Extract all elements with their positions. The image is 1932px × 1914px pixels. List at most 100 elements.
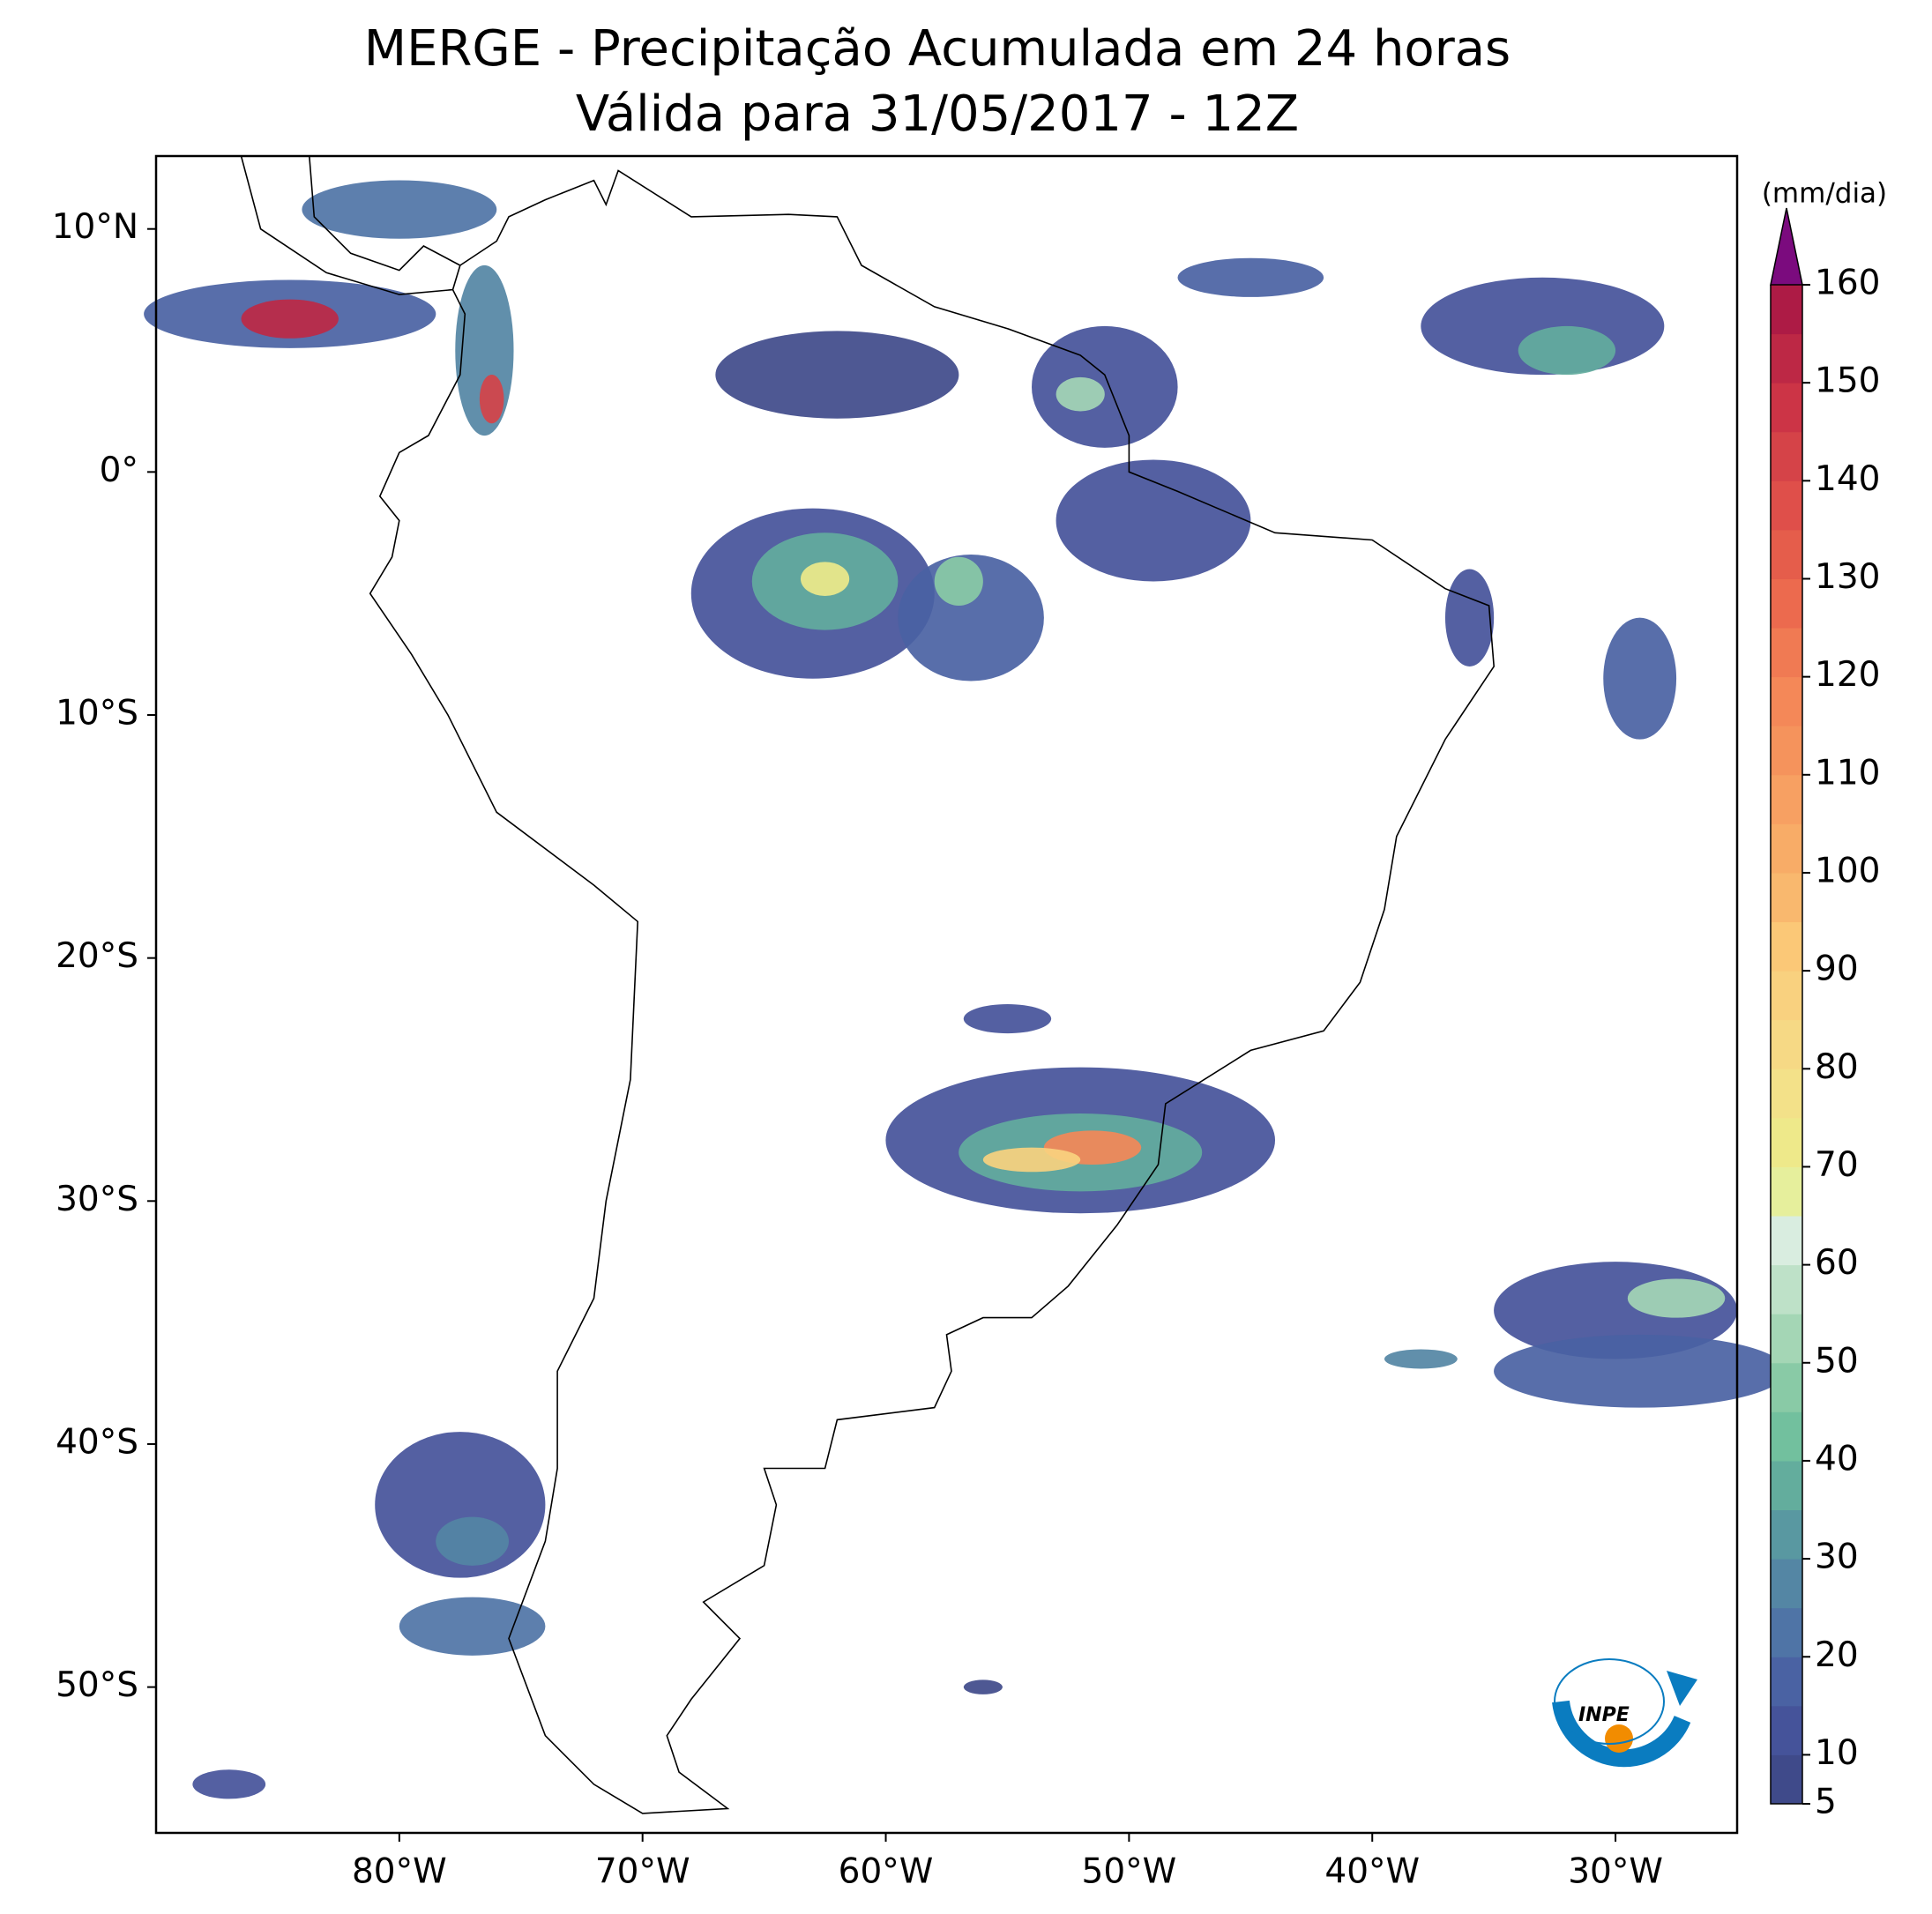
- x-tick-label: 60°W: [839, 1852, 934, 1892]
- logo-text: INPE: [1578, 1704, 1630, 1726]
- colorbar-segment: [1771, 628, 1802, 678]
- rain-area: [1056, 459, 1251, 582]
- rain-area: [1177, 257, 1324, 297]
- colorbar-tick-label: 10: [1815, 1733, 1859, 1773]
- colorbar-segment: [1771, 285, 1802, 335]
- colorbar-segment: [1771, 1117, 1802, 1167]
- colorbar-segment: [1771, 774, 1802, 824]
- logo-dot: [1605, 1724, 1633, 1753]
- rain-area: [715, 331, 959, 419]
- central-america: [309, 155, 461, 272]
- colorbar-segment: [1771, 971, 1802, 1021]
- rain-area: [800, 562, 850, 596]
- colorbar-segment: [1771, 1019, 1802, 1069]
- x-tick-label: 70°W: [595, 1852, 690, 1892]
- rain-area: [963, 1004, 1052, 1034]
- colorbar-tick-label: 110: [1815, 753, 1880, 793]
- y-tick-label: 10°S: [56, 694, 138, 734]
- colorbar-tick-label: 5: [1815, 1783, 1837, 1822]
- title: MERGE - Precipitação Acumulada em 24 hor…: [364, 20, 1511, 78]
- rain-area: [1627, 1278, 1726, 1318]
- rain-area: [1444, 569, 1495, 667]
- x-tick-label: 40°W: [1324, 1852, 1420, 1892]
- colorbar-segment: [1771, 1705, 1802, 1755]
- south-america: [369, 169, 1496, 1814]
- rain-area: [1032, 325, 1178, 448]
- subtitle: Válida para 31/05/2017 - 12Z: [576, 86, 1299, 143]
- rain-area: [1603, 617, 1677, 740]
- map-frame: [154, 154, 1739, 1835]
- colorbar-tick-label: 80: [1815, 1047, 1859, 1087]
- colorbar-tick-label: 130: [1815, 557, 1880, 597]
- rain-area: [982, 1147, 1081, 1173]
- colorbar-segment: [1771, 1460, 1802, 1511]
- rain-area: [241, 299, 339, 339]
- logo-arc: [1552, 1700, 1691, 1768]
- colorbar-segment: [1771, 1166, 1802, 1217]
- colorbar-segment: [1771, 872, 1802, 923]
- colorbar-segment: [1771, 676, 1802, 726]
- colorbar-tick-label: 20: [1815, 1635, 1859, 1675]
- x-tick-label: 30°W: [1568, 1852, 1663, 1892]
- colorbar-segment: [1771, 480, 1802, 531]
- rain-area: [963, 1679, 1003, 1694]
- rain-area: [436, 1516, 509, 1566]
- colorbar-tick-label: 60: [1815, 1243, 1859, 1283]
- colorbar-tick-label: 100: [1815, 851, 1880, 890]
- colorbar-segment: [1771, 823, 1802, 874]
- logo-ring: [1554, 1658, 1665, 1745]
- precipitation-field: [144, 180, 1787, 1799]
- colorbar-segment: [1771, 578, 1802, 629]
- colorbar-segment: [1771, 383, 1802, 433]
- central-america: [240, 155, 453, 295]
- colorbar-segment: [1771, 1559, 1802, 1609]
- colorbar-segment: [1771, 1069, 1802, 1119]
- rain-area: [898, 554, 1044, 681]
- colorbar-tick-label: 160: [1815, 264, 1880, 303]
- colorbar-label: (mm/dia): [1762, 178, 1887, 210]
- colorbar-tick-label: 50: [1815, 1341, 1859, 1381]
- x-tick-label: 80°W: [352, 1852, 447, 1892]
- colorbar-tick-label: 40: [1815, 1439, 1859, 1478]
- rain-area: [934, 556, 983, 606]
- colorbar-tick-label: 150: [1815, 361, 1880, 401]
- colorbar-outline: [1770, 285, 1803, 1805]
- colorbar-segment: [1771, 1264, 1802, 1314]
- rain-area: [399, 1597, 546, 1656]
- colorbar-segment: [1771, 1509, 1802, 1560]
- colorbar-tick-label: 70: [1815, 1145, 1859, 1185]
- colorbar-segment: [1771, 726, 1802, 776]
- y-tick-label: 20°S: [56, 936, 138, 976]
- y-tick-label: 40°S: [56, 1422, 138, 1462]
- y-tick-label: 0°: [100, 451, 138, 490]
- colorbar-segment: [1771, 921, 1802, 972]
- y-tick-label: 10°N: [52, 207, 138, 247]
- rain-area: [1518, 325, 1616, 376]
- rain-area: [192, 1769, 266, 1799]
- rain-area: [302, 180, 497, 239]
- colorbar-segment: [1771, 1411, 1802, 1462]
- colorbar-tick-label: 30: [1815, 1538, 1859, 1577]
- colorbar-segment: [1771, 333, 1802, 384]
- coastline: [240, 155, 1496, 1814]
- colorbar-segment: [1771, 529, 1802, 579]
- rain-area: [1056, 376, 1105, 412]
- colorbar-tick-label: 90: [1815, 950, 1859, 989]
- rain-area: [479, 375, 504, 424]
- colorbar-segment: [1771, 1657, 1802, 1707]
- colorbar-segment: [1771, 1362, 1802, 1412]
- colorbar-segment: [1771, 1607, 1802, 1657]
- colorbar-tick-label: 120: [1815, 655, 1880, 695]
- inpe-logo: INPE: [1552, 1658, 1697, 1768]
- y-tick-label: 30°S: [56, 1180, 138, 1219]
- rain-area: [1494, 1334, 1787, 1408]
- y-tick-label: 50°S: [56, 1665, 138, 1705]
- logo-arrow: [1667, 1671, 1697, 1706]
- rain-area: [1384, 1349, 1458, 1369]
- colorbar-segment: [1771, 431, 1802, 481]
- colorbar-segment: [1771, 1314, 1802, 1364]
- colorbar-segment: [1771, 1754, 1802, 1805]
- colorbar-tick-label: 140: [1815, 459, 1880, 499]
- colorbar-extend: [1770, 207, 1803, 286]
